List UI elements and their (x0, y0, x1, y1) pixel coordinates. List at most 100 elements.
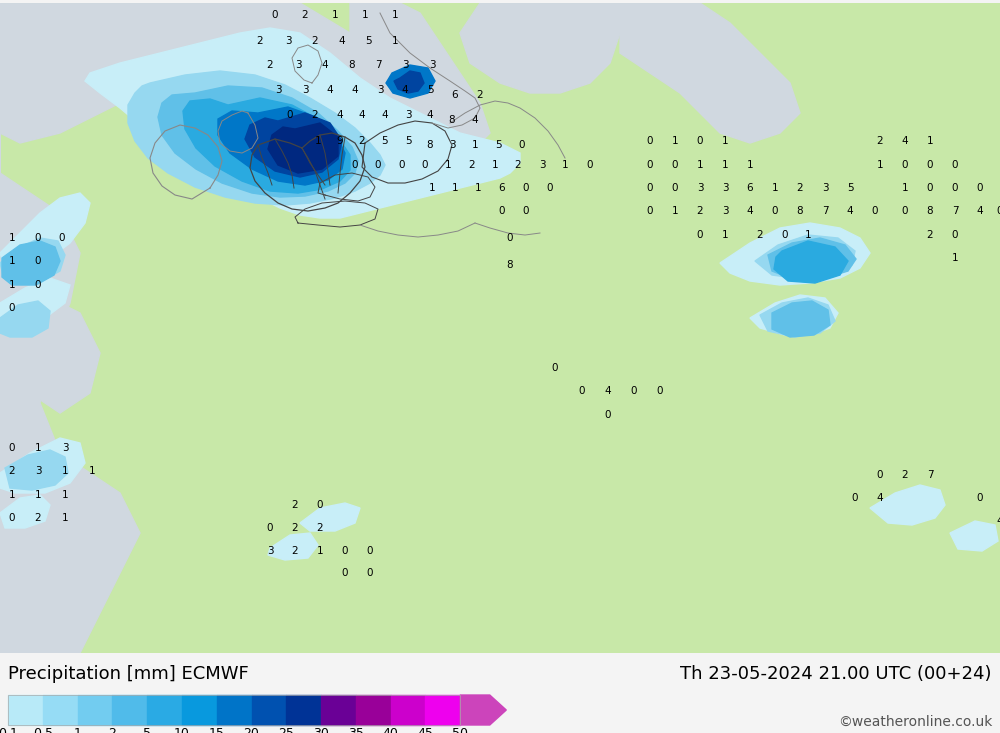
Text: 0: 0 (9, 303, 15, 313)
Polygon shape (0, 301, 50, 337)
Text: 6: 6 (747, 183, 753, 193)
Text: 0: 0 (399, 160, 405, 170)
Text: ©weatheronline.co.uk: ©weatheronline.co.uk (838, 715, 992, 729)
Text: 3: 3 (539, 160, 545, 170)
Text: 0: 0 (782, 230, 788, 240)
Text: 4: 4 (402, 85, 408, 95)
Text: 0: 0 (647, 160, 653, 170)
Text: 2: 2 (257, 36, 263, 46)
Text: 3: 3 (722, 206, 728, 216)
Text: 1: 1 (392, 36, 398, 46)
Text: 2: 2 (927, 230, 933, 240)
Text: 0: 0 (631, 386, 637, 396)
Polygon shape (268, 533, 318, 560)
Text: 0: 0 (523, 206, 529, 216)
Text: 4: 4 (322, 60, 328, 70)
Text: 45: 45 (417, 727, 433, 733)
Text: 2: 2 (797, 183, 803, 193)
Bar (217, 695, 252, 725)
Text: 8: 8 (507, 260, 513, 270)
Text: 0: 0 (672, 160, 678, 170)
Text: 0: 0 (579, 386, 585, 396)
Polygon shape (755, 235, 855, 279)
Text: 0: 0 (902, 206, 908, 216)
Polygon shape (350, 3, 490, 163)
Text: 2: 2 (292, 546, 298, 556)
Bar (286, 695, 321, 725)
Polygon shape (386, 65, 435, 98)
Text: 35: 35 (348, 727, 364, 733)
Polygon shape (768, 238, 856, 279)
Text: 5: 5 (847, 183, 853, 193)
Text: 4: 4 (339, 36, 345, 46)
Polygon shape (720, 223, 870, 285)
Text: 0: 0 (342, 568, 348, 578)
Text: 2: 2 (108, 727, 116, 733)
Bar (112, 695, 147, 725)
Text: 8: 8 (449, 115, 455, 125)
Polygon shape (0, 3, 140, 653)
Polygon shape (85, 28, 520, 218)
Text: 2: 2 (359, 136, 365, 146)
Polygon shape (0, 193, 90, 268)
Text: 3: 3 (377, 85, 383, 95)
Text: 1: 1 (332, 10, 338, 20)
Text: 5: 5 (365, 36, 371, 46)
Bar (252, 695, 286, 725)
Text: 2: 2 (9, 466, 15, 476)
Text: 0: 0 (647, 136, 653, 146)
Text: 0: 0 (952, 230, 958, 240)
Text: 1: 1 (35, 490, 41, 500)
Text: 3: 3 (402, 60, 408, 70)
Text: 0.1: 0.1 (0, 727, 18, 733)
Text: 0: 0 (927, 183, 933, 193)
Text: 1: 1 (392, 10, 398, 20)
Bar (43, 695, 78, 725)
Text: 0: 0 (902, 160, 908, 170)
Polygon shape (394, 71, 424, 93)
Text: 0: 0 (35, 256, 41, 266)
Text: 0: 0 (523, 183, 529, 193)
Text: 1: 1 (722, 160, 728, 170)
Text: 1: 1 (317, 546, 323, 556)
Polygon shape (183, 98, 350, 193)
Text: 0: 0 (672, 183, 678, 193)
Text: 1: 1 (722, 136, 728, 146)
Polygon shape (772, 301, 830, 337)
Text: 4: 4 (352, 85, 358, 95)
Text: 0: 0 (59, 233, 65, 243)
Text: 1: 1 (9, 233, 15, 243)
Text: 2: 2 (317, 523, 323, 533)
Polygon shape (0, 238, 65, 283)
Bar (391, 695, 425, 725)
Text: 1: 1 (9, 256, 15, 266)
Polygon shape (268, 123, 338, 173)
Text: 3: 3 (449, 140, 455, 150)
Text: 0: 0 (507, 233, 513, 243)
Polygon shape (750, 295, 838, 335)
Text: 5: 5 (143, 727, 151, 733)
Text: 4: 4 (847, 206, 853, 216)
Text: 0: 0 (852, 493, 858, 503)
Text: 0: 0 (877, 470, 883, 480)
Text: 3: 3 (722, 183, 728, 193)
Text: 7: 7 (375, 60, 381, 70)
Text: 5: 5 (427, 85, 433, 95)
Text: 5: 5 (382, 136, 388, 146)
Text: 2: 2 (902, 470, 908, 480)
Polygon shape (774, 241, 848, 283)
Text: 1: 1 (35, 443, 41, 453)
Bar (78, 695, 112, 725)
Bar (8, 695, 460, 725)
Text: 2: 2 (292, 500, 298, 510)
Text: 2: 2 (312, 110, 318, 120)
Text: 0: 0 (352, 160, 358, 170)
Text: 0: 0 (367, 568, 373, 578)
Bar (356, 695, 391, 725)
Text: Th 23-05-2024 21.00 UTC (00+24): Th 23-05-2024 21.00 UTC (00+24) (680, 665, 992, 683)
Text: 0: 0 (587, 160, 593, 170)
Polygon shape (0, 278, 70, 323)
Text: 0: 0 (519, 140, 525, 150)
Text: 3: 3 (822, 183, 828, 193)
Text: 0: 0 (952, 160, 958, 170)
